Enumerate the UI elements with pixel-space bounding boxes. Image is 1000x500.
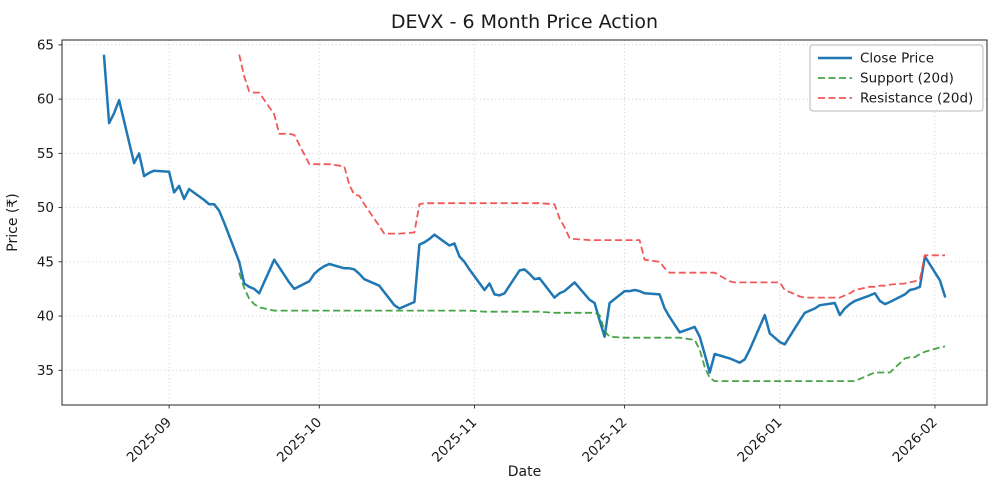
chart-title: DEVX - 6 Month Price Action [391,11,658,33]
x-tick-label: 2025-11 [429,415,480,466]
legend-label-support-20d: Support (20d) [860,71,954,87]
plot-border [61,39,988,406]
axis-ticks: 35 40 45 50 55 60 65 2025-09 2025-10 2025-11 2025-… [37,37,941,465]
x-tick-label: 2026-02 [890,415,941,466]
legend: Close Price Support (20d) Resistance (20d) [809,44,984,112]
y-tick-label: 50 [37,200,54,216]
legend-label-close-price: Close Price [860,51,934,67]
y-tick-label: 65 [37,37,54,53]
y-tick-label: 40 [37,309,54,325]
y-tick-label: 45 [37,254,54,270]
x-tick-label: 2025-09 [124,415,175,466]
x-tick-label: 2025-12 [579,415,630,466]
x-tick-label: 2026-01 [734,415,785,466]
series-line-resistance-20d [238,54,945,299]
y-tick-label: 60 [37,92,54,108]
series-line-support-20d [238,272,946,382]
x-tick-label: 2025-10 [274,415,325,466]
x-axis-label: Date [508,464,541,480]
data-series-lines [102,54,947,382]
y-tick-label: 35 [37,363,54,379]
series-line-close-price [102,54,947,374]
legend-label-resistance-20d: Resistance (20d) [860,91,973,107]
y-tick-label: 55 [37,146,54,162]
y-axis-label: Price (₹) [5,193,21,251]
